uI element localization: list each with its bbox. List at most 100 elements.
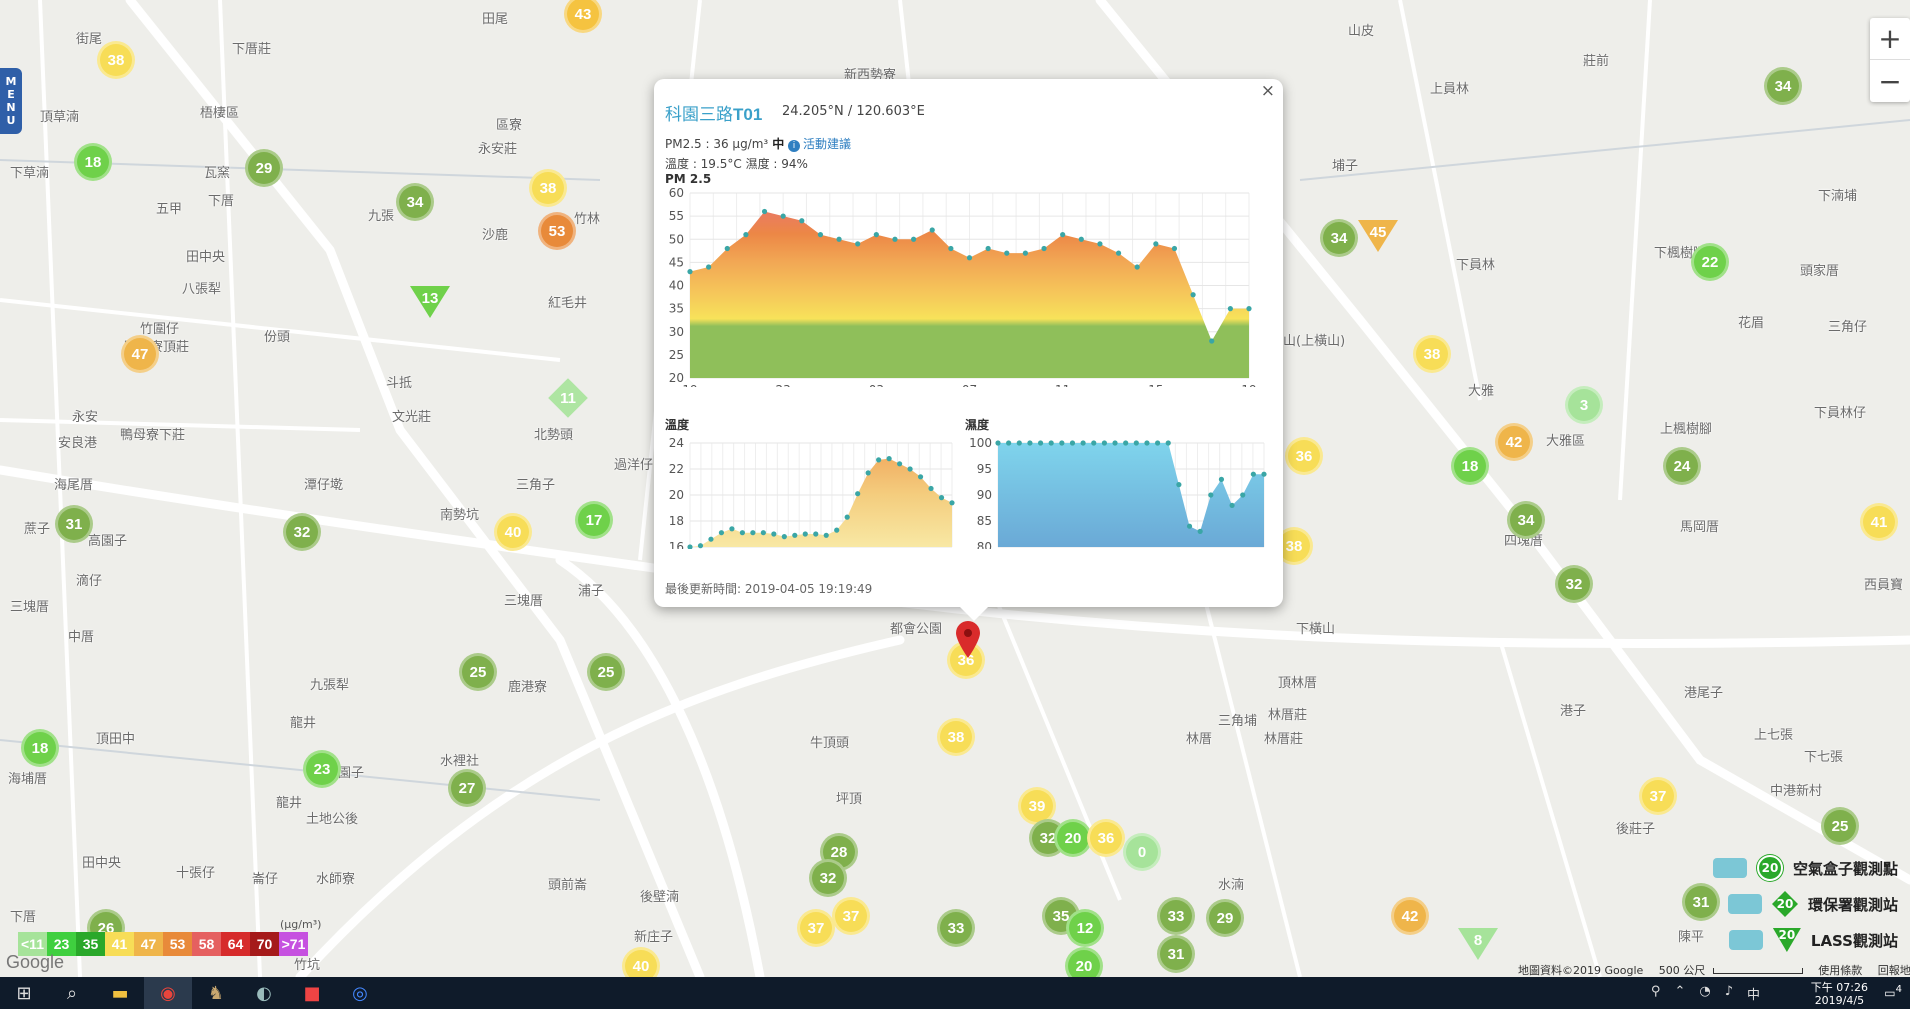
station-marker[interactable]: 17 xyxy=(575,501,613,539)
station-marker[interactable]: 34 xyxy=(1507,501,1545,539)
station-marker-value: 37 xyxy=(1649,787,1667,805)
close-icon[interactable]: × xyxy=(1260,81,1275,101)
data-point xyxy=(750,530,756,536)
station-marker[interactable]: 27 xyxy=(448,769,486,807)
place-label: 都會公園 xyxy=(890,622,943,637)
station-marker[interactable]: 29 xyxy=(1206,899,1244,937)
station-marker[interactable]: 43 xyxy=(564,0,602,33)
station-marker[interactable]: 33 xyxy=(1157,897,1195,935)
station-marker[interactable]: 37 xyxy=(797,909,835,947)
station-marker[interactable]: 25 xyxy=(459,653,497,691)
station-name[interactable]: 科園三路T01 xyxy=(665,100,762,125)
station-marker[interactable]: 41 xyxy=(1860,503,1898,541)
station-marker[interactable]: 13 xyxy=(410,286,450,322)
station-marker[interactable]: 31 xyxy=(1682,883,1720,921)
station-marker[interactable]: 34 xyxy=(1764,67,1802,105)
windows-start-icon[interactable]: ⊞ xyxy=(16,982,32,1004)
station-marker[interactable]: 42 xyxy=(1495,423,1533,461)
station-marker[interactable]: 38 xyxy=(937,718,975,756)
station-marker[interactable]: 0 xyxy=(1123,833,1161,871)
person-icon[interactable]: ⚲ xyxy=(1650,984,1661,999)
station-marker[interactable]: 32 xyxy=(283,513,321,551)
pm-chart[interactable]: 20 25 30 35 40 45 50 55 60 19 23 03 07 11 15 19 xyxy=(654,187,1283,387)
hum-chart[interactable]: 80 85 90 95 100 xyxy=(954,429,1283,549)
station-marker[interactable]: 47 xyxy=(121,335,159,373)
station-marker[interactable]: 38 xyxy=(1413,335,1451,373)
advice-link[interactable]: i 活動建議 xyxy=(788,135,851,152)
station-marker[interactable]: 34 xyxy=(1320,219,1358,257)
place-label: 沙鹿 xyxy=(482,228,509,243)
station-marker[interactable]: 8 xyxy=(1458,928,1498,964)
station-marker[interactable]: 45 xyxy=(1358,220,1398,256)
station-marker[interactable]: 25 xyxy=(587,653,625,691)
place-label: 坪頂 xyxy=(836,792,863,807)
station-marker[interactable]: 12 xyxy=(1066,909,1104,947)
station-marker[interactable]: 42 xyxy=(1391,897,1429,935)
station-marker[interactable]: 22 xyxy=(1691,243,1729,281)
station-marker-value: 25 xyxy=(1831,817,1849,835)
terms-link[interactable]: 使用條款 xyxy=(1818,964,1863,977)
station-marker-value: 32 xyxy=(1565,575,1583,593)
app-icon-2[interactable]: ◐ xyxy=(256,982,272,1004)
station-marker[interactable]: 31 xyxy=(1157,935,1195,973)
place-label: 林厝莊 xyxy=(1268,708,1308,723)
station-marker[interactable]: 36 xyxy=(1285,437,1323,475)
place-label: 牛頂頭 xyxy=(810,736,850,751)
notification-icon[interactable]: ▭4 xyxy=(1884,984,1902,1000)
station-marker[interactable]: 31 xyxy=(55,505,93,543)
report-link[interactable]: 回報地圖錯誤 xyxy=(1877,964,1910,977)
station-marker[interactable]: 33 xyxy=(937,909,975,947)
app-icon-3[interactable]: ■ xyxy=(303,982,321,1004)
temp-chart[interactable]: 16 18 20 22 24 xyxy=(654,429,964,549)
station-marker[interactable]: 20 xyxy=(1065,947,1103,977)
station-marker[interactable]: 11 xyxy=(549,379,587,417)
place-label: 北勢頭 xyxy=(534,428,574,443)
search-icon[interactable]: ⌕ xyxy=(66,982,78,1004)
station-marker[interactable]: 18 xyxy=(21,729,59,767)
file-explorer-icon[interactable]: ▬ xyxy=(111,982,129,1004)
data-point xyxy=(1069,440,1076,446)
app-icon-4[interactable]: ◎ xyxy=(352,982,368,1004)
station-marker[interactable]: 29 xyxy=(245,149,283,187)
clock[interactable]: 下午 07:26 2019/4/5 xyxy=(1811,981,1868,1007)
station-marker[interactable]: 37 xyxy=(832,897,870,935)
station-marker[interactable]: 34 xyxy=(396,183,434,221)
place-label: 上七張 xyxy=(1754,728,1794,743)
legend-key-airbox[interactable]: 20 空氣盒子觀測點 xyxy=(1712,850,1898,886)
station-marker[interactable]: 18 xyxy=(1451,447,1489,485)
station-marker[interactable]: 24 xyxy=(1663,447,1701,485)
station-marker[interactable]: 18 xyxy=(74,143,112,181)
chevron-up-icon[interactable]: ⌃ xyxy=(1674,984,1686,999)
station-marker[interactable]: 32 xyxy=(1555,565,1593,603)
data-point xyxy=(966,255,973,261)
station-marker-value: 39 xyxy=(1028,797,1046,815)
network-icon[interactable]: ◔ xyxy=(1699,984,1711,999)
ime-indicator[interactable]: 中 xyxy=(1746,988,1760,1003)
station-marker[interactable]: 32 xyxy=(809,859,847,897)
station-marker[interactable]: 40 xyxy=(494,513,532,551)
chrome-icon[interactable]: ◉ xyxy=(144,977,192,1009)
data-point xyxy=(948,245,954,252)
place-label: 林厝 xyxy=(1186,732,1213,747)
station-marker[interactable]: 23 xyxy=(303,750,341,788)
volume-icon[interactable]: ♪ xyxy=(1724,984,1733,999)
legend-key-lass[interactable]: 20 LASS觀測站 xyxy=(1713,922,1898,958)
station-marker[interactable]: 25 xyxy=(1821,807,1859,845)
station-marker[interactable]: 39 xyxy=(1018,787,1056,825)
legend-key-epa[interactable]: 20 環保署觀測站 xyxy=(1713,886,1898,922)
station-marker[interactable]: 40 xyxy=(622,947,660,977)
zoom-out-button[interactable]: − xyxy=(1878,64,1902,98)
station-marker[interactable]: 37 xyxy=(1639,777,1677,815)
data-point xyxy=(1261,471,1267,477)
station-marker[interactable]: 38 xyxy=(529,169,567,207)
station-marker[interactable]: 53 xyxy=(538,212,576,250)
location-pin-icon[interactable] xyxy=(954,619,982,659)
station-marker[interactable]: 36 xyxy=(1087,819,1125,857)
airbox-label: 空氣盒子觀測點 xyxy=(1792,859,1898,878)
station-marker[interactable]: 3 xyxy=(1565,386,1603,424)
place-label: 上員林 xyxy=(1430,82,1470,97)
station-marker[interactable]: 38 xyxy=(97,41,135,79)
menu-tab[interactable]: MENU xyxy=(0,68,22,134)
zoom-in-button[interactable]: + xyxy=(1870,18,1910,60)
app-icon-1[interactable]: ♞ xyxy=(207,982,225,1004)
